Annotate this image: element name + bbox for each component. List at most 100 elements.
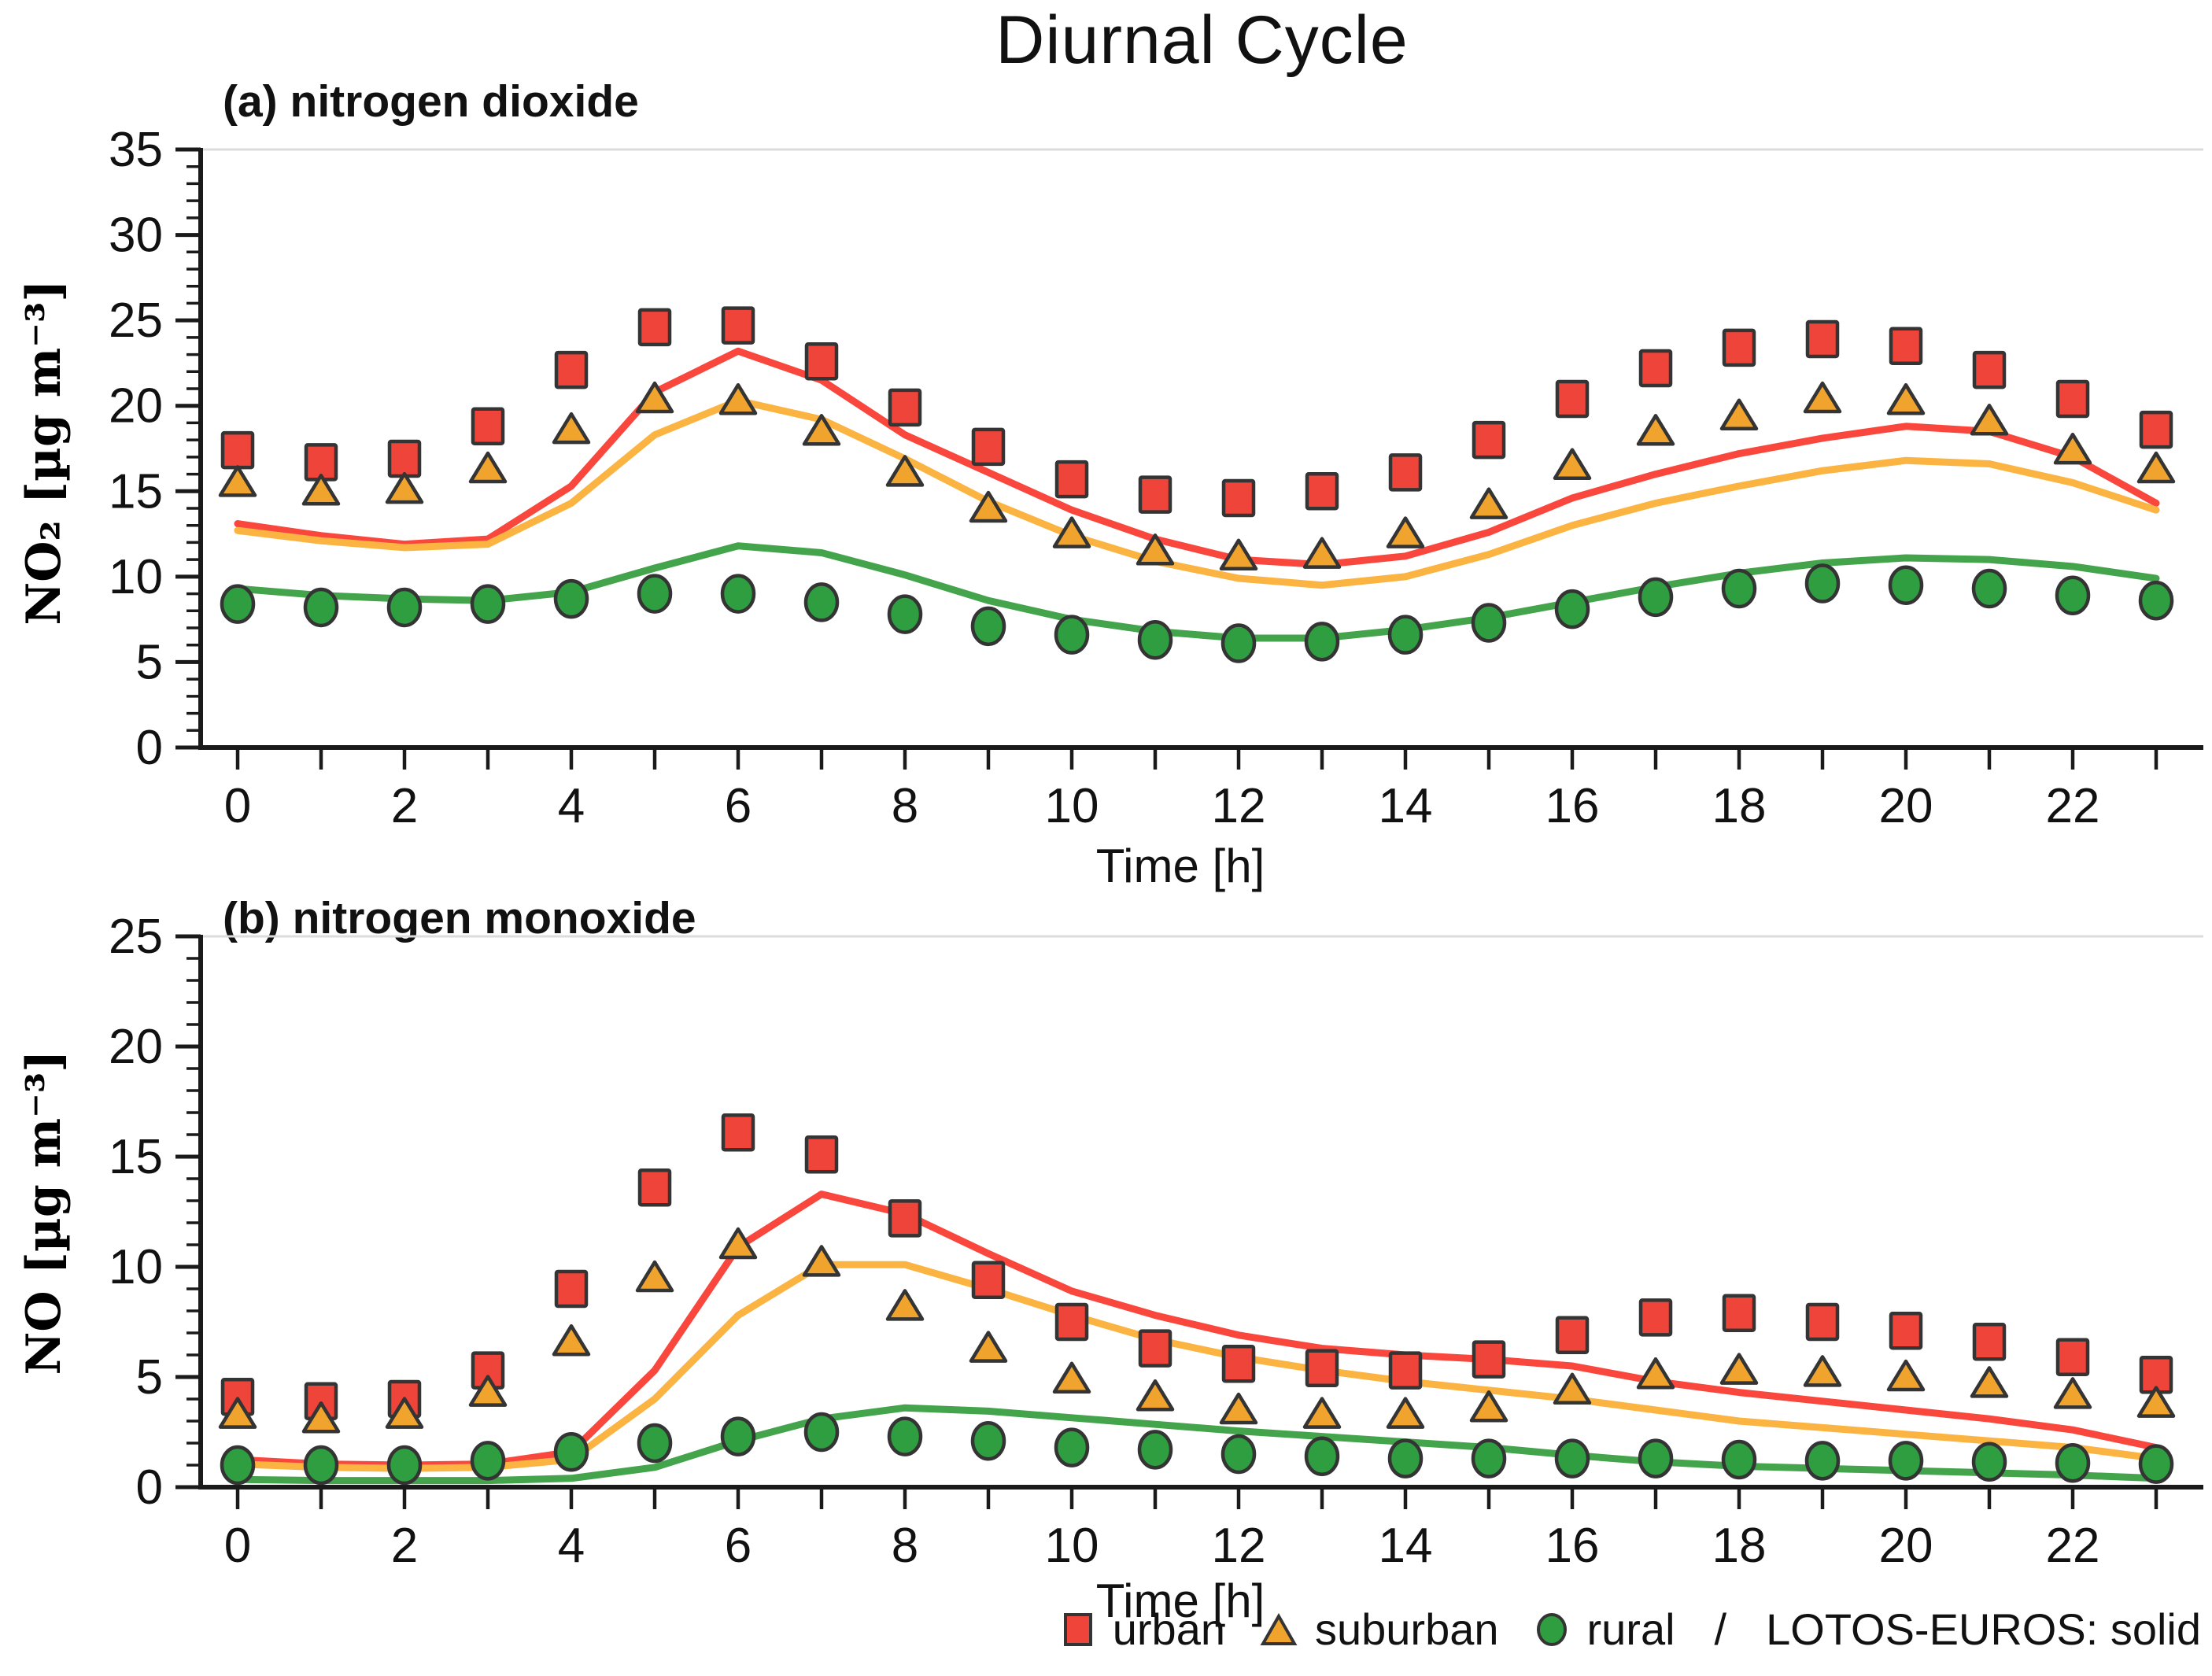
y-tick-label: 5 bbox=[136, 1350, 163, 1405]
triangle-marker bbox=[468, 451, 508, 484]
y-tick-label: 10 bbox=[109, 550, 163, 604]
x-tick-label: 12 bbox=[1212, 1519, 1266, 1573]
circle-marker bbox=[1054, 615, 1090, 655]
triangle-marker bbox=[1553, 1372, 1592, 1405]
legend-item-urban: urban bbox=[1061, 1604, 1225, 1655]
circle-marker bbox=[386, 587, 423, 628]
circle-marker bbox=[803, 582, 840, 622]
square-marker bbox=[1638, 1298, 1673, 1337]
y-tick-label: 20 bbox=[109, 1020, 163, 1074]
square-marker bbox=[1805, 1302, 1840, 1342]
circle-marker bbox=[303, 587, 339, 628]
circle-marker bbox=[1387, 615, 1424, 655]
square-marker bbox=[1138, 475, 1172, 514]
square-marker bbox=[1805, 319, 1840, 359]
square-marker bbox=[1638, 349, 1673, 388]
x-tick-label: 10 bbox=[1045, 1519, 1099, 1573]
triangle-marker bbox=[635, 381, 674, 414]
square-marker bbox=[1889, 327, 1923, 365]
triangle-marker bbox=[802, 414, 841, 446]
x-tick-label: 4 bbox=[558, 1519, 585, 1573]
circle-marker bbox=[970, 1420, 1006, 1461]
x-tick-label: 0 bbox=[224, 1519, 251, 1573]
y-tick-label: 10 bbox=[109, 1240, 163, 1294]
circle-marker bbox=[2138, 1444, 2174, 1484]
square-marker bbox=[721, 1113, 755, 1152]
y-tick-label: 35 bbox=[109, 123, 163, 177]
square-marker bbox=[554, 1269, 589, 1309]
triangle-marker bbox=[969, 490, 1008, 523]
figure-title: Diurnal Cycle bbox=[995, 2, 1409, 78]
square-marker bbox=[1221, 1344, 1256, 1383]
triangle-marker bbox=[1302, 1397, 1342, 1429]
triangle-marker bbox=[1970, 1366, 2009, 1398]
urban-square-icon bbox=[1063, 1612, 1092, 1646]
model-line-urban bbox=[234, 347, 2160, 569]
x-tick-label: 6 bbox=[725, 779, 751, 833]
circle-marker bbox=[553, 578, 589, 619]
square-marker bbox=[888, 388, 922, 427]
circle-marker bbox=[1220, 623, 1257, 663]
circle-marker bbox=[887, 594, 923, 634]
triangle-marker bbox=[552, 1323, 591, 1357]
triangle-marker bbox=[1886, 1359, 1926, 1392]
panel-b: 0 5 10 15 20 25 0 2 4 6 8 10 12 14 16 18 20 22 bbox=[109, 910, 2203, 1573]
circle-marker bbox=[1638, 577, 1674, 618]
x-tick-label: 20 bbox=[1879, 1519, 1933, 1573]
triangle-marker bbox=[218, 1397, 257, 1429]
panel-a-x-axis-label: Time [h] bbox=[1095, 840, 1265, 892]
x-tick-label: 18 bbox=[1712, 779, 1767, 833]
triangle-marker bbox=[718, 1227, 758, 1260]
square-marker bbox=[1722, 328, 1756, 367]
legend-item-suburban: suburban bbox=[1260, 1604, 1499, 1655]
circle-marker bbox=[2055, 1442, 2091, 1483]
circle-marker bbox=[1721, 1439, 1757, 1480]
square-marker bbox=[1972, 1322, 2007, 1361]
x-tick-label: 22 bbox=[2046, 1519, 2100, 1573]
triangle-marker bbox=[1719, 398, 1759, 430]
x-tick-label: 22 bbox=[2046, 779, 2100, 833]
x-tick-label: 12 bbox=[1212, 779, 1266, 833]
circle-marker bbox=[2055, 575, 2091, 615]
triangle-marker bbox=[1803, 381, 1842, 414]
triangle-marker bbox=[1136, 1379, 1175, 1412]
x-tick-label: 18 bbox=[1712, 1519, 1767, 1573]
circle-marker bbox=[1220, 1434, 1257, 1475]
x-tick-label: 16 bbox=[1545, 1519, 1600, 1573]
circle-marker bbox=[1971, 1442, 2007, 1482]
circle-marker bbox=[1387, 1438, 1424, 1478]
triangle-marker bbox=[1803, 1355, 1842, 1387]
y-tick-label: 20 bbox=[109, 379, 163, 434]
circle-marker bbox=[553, 1431, 589, 1472]
circle-marker bbox=[1054, 1427, 1090, 1467]
square-marker bbox=[471, 407, 505, 446]
circle-marker bbox=[1137, 1430, 1173, 1470]
y-tick-label: 25 bbox=[109, 910, 163, 964]
circle-marker bbox=[1471, 1438, 1507, 1478]
circle-marker bbox=[470, 584, 506, 624]
triangle-marker bbox=[1719, 1353, 1759, 1385]
obs-series-suburban bbox=[218, 1227, 2176, 1434]
square-marker bbox=[1555, 379, 1590, 419]
y-tick-label: 0 bbox=[136, 721, 163, 775]
triangle-marker bbox=[552, 412, 591, 445]
x-tick-label: 2 bbox=[391, 1519, 418, 1573]
circle-marker bbox=[303, 1445, 339, 1486]
rural-circle-icon bbox=[1536, 1612, 1567, 1646]
circle-marker bbox=[470, 1441, 506, 1481]
obs-series-rural bbox=[220, 563, 2174, 663]
square-marker bbox=[2055, 379, 2090, 419]
panel-b-x-axis-label: Time [h] bbox=[1095, 1574, 1265, 1627]
y-tick-label: 0 bbox=[136, 1460, 163, 1515]
triangle-marker bbox=[1636, 1357, 1675, 1390]
square-marker bbox=[1472, 1340, 1506, 1379]
legend-label-rural: rural bbox=[1586, 1604, 1675, 1654]
square-marker bbox=[1221, 478, 1256, 518]
x-tick-label: 8 bbox=[892, 1519, 918, 1573]
x-tick-label: 20 bbox=[1879, 779, 1933, 833]
x-tick-label: 6 bbox=[725, 1519, 751, 1573]
circle-marker bbox=[803, 1412, 840, 1453]
triangle-marker bbox=[468, 1375, 508, 1407]
circle-marker bbox=[2138, 581, 2174, 621]
square-marker bbox=[888, 1199, 922, 1238]
